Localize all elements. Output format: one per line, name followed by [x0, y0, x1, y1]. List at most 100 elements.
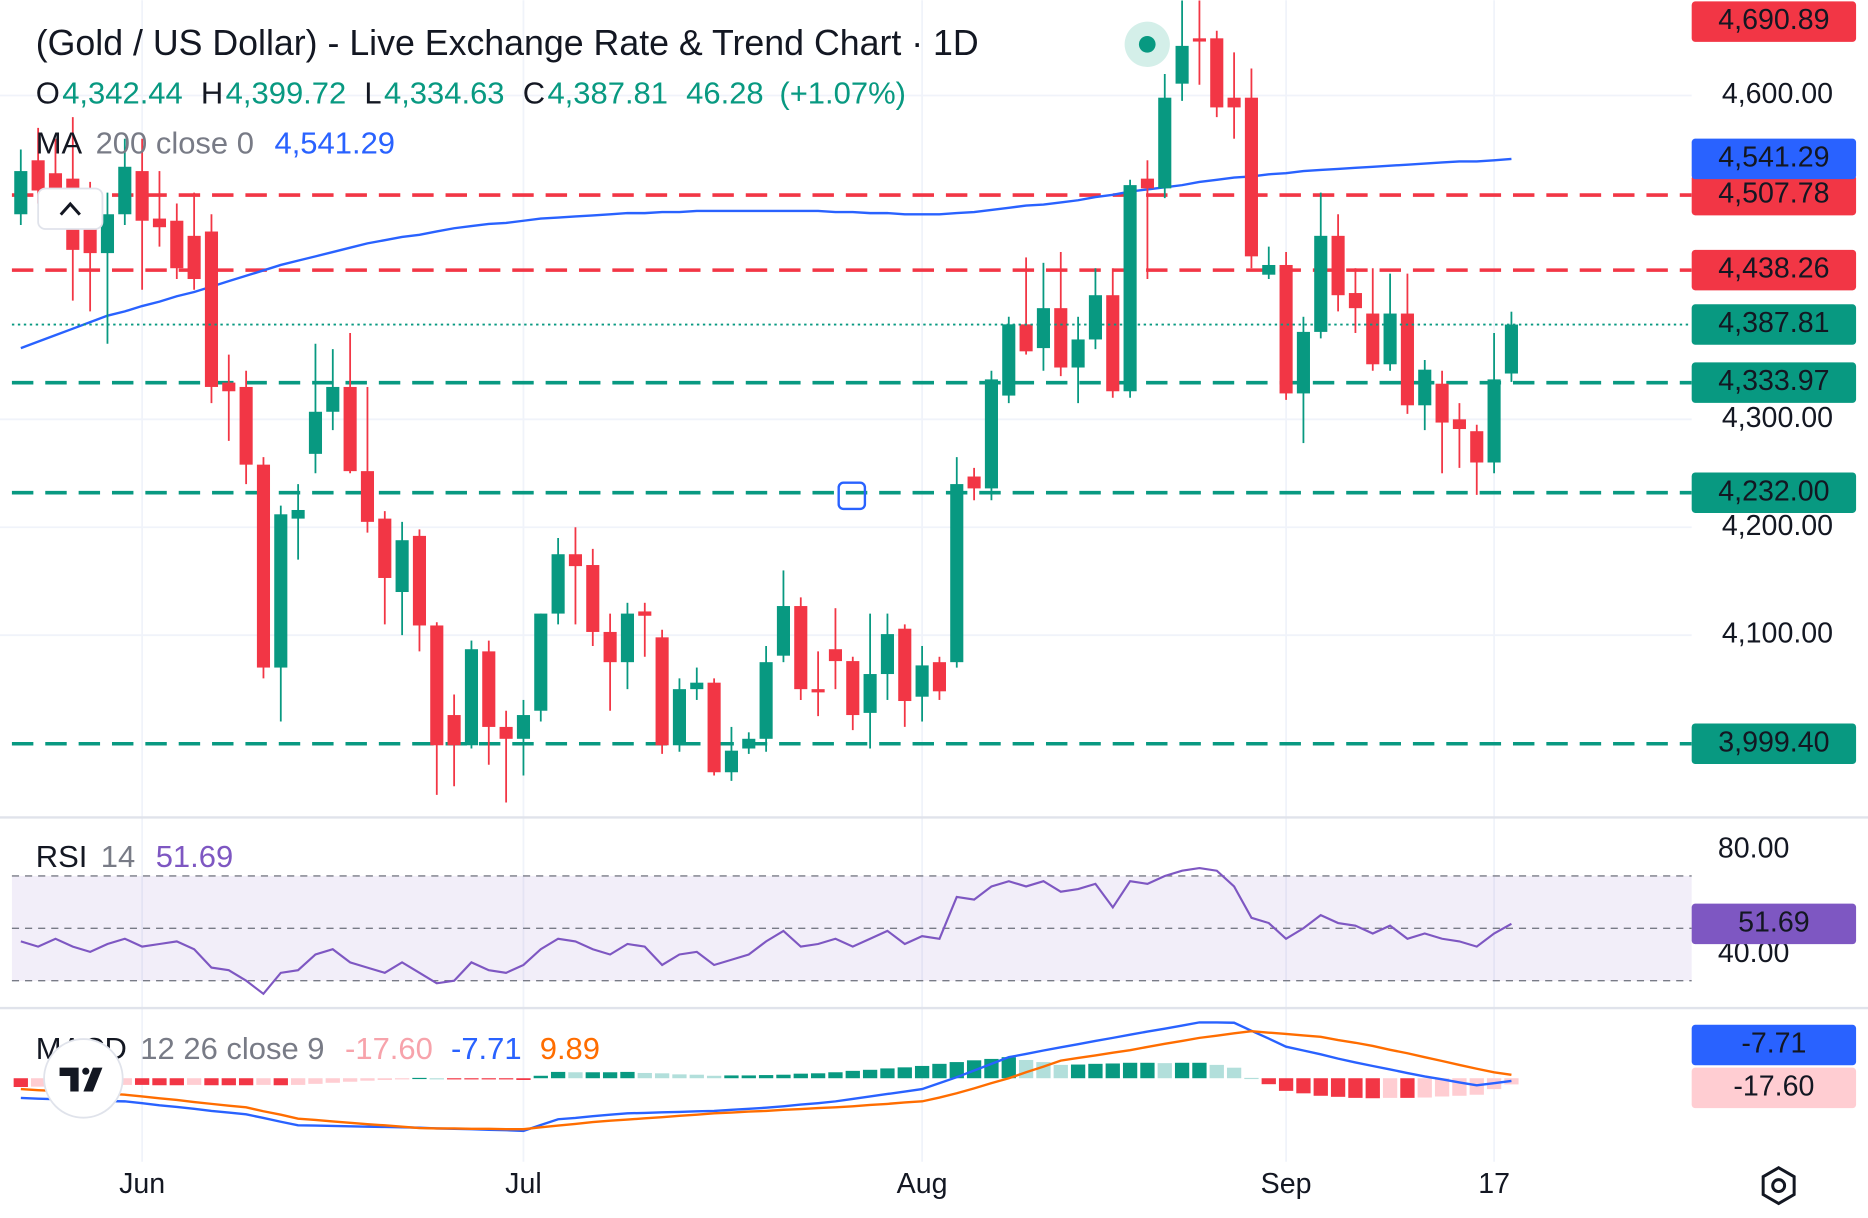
ma-legend: MA 200 close 0 4,541.29 [36, 126, 395, 161]
macd-histogram-bar [550, 1071, 566, 1079]
macd-histogram-bar [238, 1078, 254, 1086]
candle-body [291, 509, 305, 519]
candle-body [1192, 38, 1206, 42]
macd-histogram-bar [1088, 1063, 1103, 1079]
candle-body [880, 634, 894, 675]
indicator-value: 4,541.29 [274, 126, 395, 161]
candle-body [1088, 295, 1102, 340]
level-label-box [1691, 1, 1857, 42]
candle-body [915, 665, 929, 697]
candle-body [620, 613, 635, 663]
candle-body [759, 662, 773, 739]
candle-body [898, 628, 912, 702]
legend-label: O [36, 76, 60, 111]
macd-histogram-bar [897, 1067, 912, 1079]
legend-change-pct: (+1.07%) [779, 76, 906, 111]
candle-body [742, 738, 756, 749]
level-label: 4,333.97 [1718, 365, 1829, 397]
indicator-params: 12 26 close 9 [140, 1031, 324, 1066]
collapse-chevron [59, 201, 81, 216]
price-labels: 4,690.89 4,507.78 4,438.26 4,333.97 4,232.00… [1691, 1, 1857, 1109]
x-tick-label: Jun [119, 1168, 165, 1200]
macd-histogram-bar [880, 1068, 895, 1079]
candle-body [308, 411, 323, 454]
macd-histogram-bar [602, 1072, 618, 1079]
macd-histogram-bar [672, 1074, 687, 1079]
legend-value: 4,399.72 [226, 76, 347, 111]
candle-body [1400, 313, 1414, 406]
price-panel [11, 0, 1692, 803]
macd-histogram-bar [1261, 1078, 1276, 1085]
candle-body [14, 171, 28, 215]
macd-histogram-bar [1053, 1064, 1068, 1079]
macd-histogram-bar [1070, 1064, 1086, 1079]
macd-histogram-bar [1192, 1062, 1207, 1079]
macd-histogram-bar [13, 1078, 28, 1088]
macd-histogram-bar [186, 1078, 202, 1085]
drawing-anchor[interactable] [837, 481, 867, 511]
candle-body [274, 514, 288, 668]
rsi-tick-label: 80.00 [1718, 832, 1790, 864]
candle-body [187, 235, 201, 280]
macd-histogram-bar [724, 1075, 739, 1079]
candle-body [534, 613, 548, 711]
signal-line [20, 1030, 1512, 1131]
x-tick-label: Jul [505, 1168, 542, 1200]
candle-body [1470, 431, 1484, 463]
settings-icon[interactable] [1761, 1166, 1796, 1206]
level-label-box [1691, 249, 1857, 291]
logo-circle[interactable] [43, 1038, 124, 1119]
candle-body [395, 540, 409, 593]
logo-dot [82, 1067, 90, 1075]
macd-histogram-bar [620, 1071, 635, 1079]
macd-histogram-bar [1122, 1062, 1138, 1079]
macd-histogram-bar [1348, 1078, 1363, 1098]
candle-body [412, 535, 427, 626]
indicator-value: 51.69 [156, 839, 234, 874]
macd-histogram-bar [758, 1075, 774, 1079]
candle-body [1227, 97, 1241, 108]
settings-icon-center [1771, 1178, 1787, 1194]
macd-histogram-bar [1226, 1067, 1242, 1079]
macd-histogram-bar [793, 1073, 808, 1079]
candle-body [430, 625, 444, 746]
macd-histogram-bar [152, 1078, 167, 1086]
live-dot [1138, 35, 1156, 53]
macd-histogram-bar [429, 1078, 444, 1080]
macd-histogram-bar [949, 1062, 964, 1079]
macd-histogram-bar [1296, 1078, 1311, 1094]
settings-button[interactable] [1761, 1166, 1796, 1206]
ma-label: 4,541.29 [1718, 141, 1829, 173]
macd-histogram-bar [1313, 1078, 1328, 1096]
collapse-button-box[interactable] [37, 187, 104, 230]
chart-title: (Gold / US Dollar) - Live Exchange Rate … [36, 23, 979, 63]
candle-body [984, 379, 998, 489]
macd-histogram-bar [1382, 1078, 1398, 1098]
candle-body [1383, 313, 1397, 365]
candle-body [360, 471, 375, 522]
macd-histogram-bar [862, 1069, 878, 1079]
macd-histogram-bar [481, 1078, 496, 1080]
collapse-button[interactable] [37, 187, 104, 230]
candle-body [100, 214, 115, 254]
indicator-name: MA [36, 126, 83, 161]
rsi-value-label-box [1691, 903, 1857, 945]
candle-body [464, 649, 479, 746]
tradingview-logo[interactable] [43, 1038, 124, 1119]
macd-histogram-bar [1105, 1063, 1120, 1079]
legend-change: 46.28 [686, 76, 764, 111]
level-label-box [1691, 472, 1857, 513]
macd-histogram-bar [516, 1078, 531, 1080]
candle-body [1279, 264, 1293, 394]
candle-body [863, 674, 877, 713]
legend-value: 4,387.81 [547, 76, 668, 111]
last-price-label-box [1691, 304, 1857, 345]
macd-histogram-bar [533, 1075, 548, 1079]
indicator-name: RSI [36, 839, 88, 874]
histogram-value-label: -17.60 [1733, 1070, 1814, 1102]
y-tick-label: 4,300.00 [1722, 402, 1833, 434]
indicator-value: -17.60 [345, 1031, 433, 1066]
y-tick-label: 4,100.00 [1722, 618, 1833, 650]
